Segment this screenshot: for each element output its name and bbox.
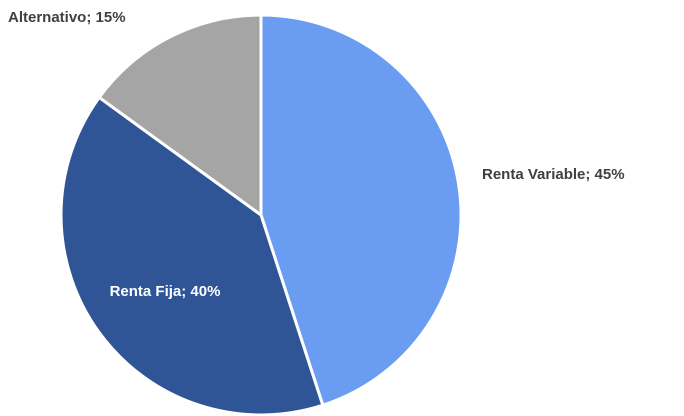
- data-label: Alternativo; 15%: [8, 9, 126, 26]
- pie-slice: [97, 13, 263, 217]
- pie-slice: [259, 13, 463, 407]
- data-label: Renta Fija; 40%: [110, 283, 221, 300]
- pie-slice: [59, 95, 325, 416]
- data-label: Renta Variable; 45%: [482, 166, 625, 183]
